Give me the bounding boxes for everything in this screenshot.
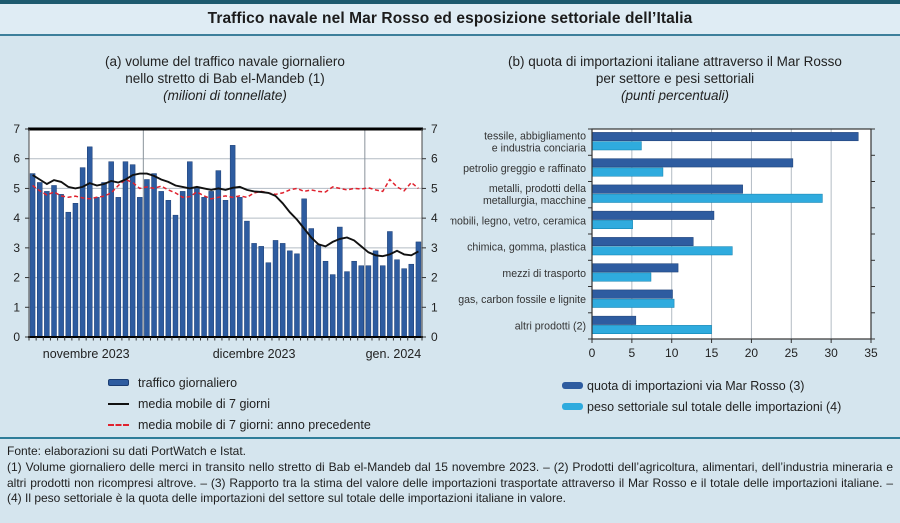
- panel-b-title-line1: (b) quota di importazioni italiane attra…: [508, 54, 842, 69]
- svg-text:gas, carbon fossile e lignite: gas, carbon fossile e lignite: [458, 294, 586, 306]
- legend-label: traffico giornaliero: [138, 375, 238, 390]
- title-divider-rule: [0, 34, 900, 36]
- svg-text:e industria conciaria: e industria conciaria: [492, 143, 586, 155]
- svg-text:6: 6: [13, 152, 20, 166]
- svg-text:altri prodotti (2): altri prodotti (2): [515, 320, 586, 332]
- legend-item-moving-average-prev-year: media mobile di 7 giorni: anno precedent…: [108, 417, 371, 432]
- svg-text:2: 2: [431, 271, 438, 285]
- svg-text:7: 7: [431, 122, 438, 136]
- title-band: [0, 4, 900, 34]
- svg-text:20: 20: [745, 346, 759, 360]
- svg-text:0: 0: [589, 346, 596, 360]
- panel-b-subtitle: (punti percentuali): [620, 88, 730, 103]
- footnote-divider-rule: [0, 437, 900, 439]
- svg-text:30: 30: [824, 346, 838, 360]
- legend-label: media mobile di 7 giorni: anno precedent…: [138, 417, 371, 432]
- svg-text:metallurgia, macchine: metallurgia, macchine: [483, 195, 586, 207]
- svg-text:dicembre 2023: dicembre 2023: [213, 347, 296, 361]
- legend-item-red-sea-share: quota di importazioni via Mar Rosso (3): [562, 378, 841, 393]
- chart-b-legend: quota di importazioni via Mar Rosso (3) …: [562, 378, 841, 420]
- bar-swatch-icon: [108, 379, 129, 386]
- numbered-notes: (1) Volume giornaliero delle merci in tr…: [7, 459, 893, 506]
- svg-text:metalli, prodotti della: metalli, prodotti della: [489, 183, 586, 195]
- svg-text:35: 35: [864, 346, 878, 360]
- svg-text:5: 5: [629, 346, 636, 360]
- svg-text:5: 5: [13, 181, 20, 195]
- svg-text:2: 2: [13, 271, 20, 285]
- svg-text:1: 1: [13, 300, 20, 314]
- svg-text:0: 0: [431, 330, 438, 344]
- svg-text:6: 6: [431, 152, 438, 166]
- svg-text:7: 7: [13, 122, 20, 136]
- legend-label: quota di importazioni via Mar Rosso (3): [587, 378, 805, 393]
- svg-text:4: 4: [431, 211, 438, 225]
- panel-a-title-line2: nello stretto di Bab el-Mandeb (1): [125, 71, 325, 86]
- svg-text:mezzi di trasporto: mezzi di trasporto: [502, 268, 586, 280]
- legend-label: media mobile di 7 giorni: [138, 396, 271, 411]
- svg-text:4: 4: [13, 211, 20, 225]
- svg-text:3: 3: [13, 241, 20, 255]
- panel-a-title: (a) volume del traffico navale giornalie…: [0, 53, 450, 104]
- panel-b-title: (b) quota di importazioni italiane attra…: [450, 53, 900, 104]
- chart-a-legend: traffico giornaliero media mobile di 7 g…: [108, 375, 371, 438]
- svg-text:gen. 2024: gen. 2024: [366, 347, 422, 361]
- svg-text:novembre 2023: novembre 2023: [43, 347, 130, 361]
- svg-text:petrolio greggio e raffinato: petrolio greggio e raffinato: [463, 163, 586, 175]
- dashed-line-swatch-icon: [108, 423, 129, 426]
- legend-item-moving-average: media mobile di 7 giorni: [108, 396, 371, 411]
- svg-text:25: 25: [785, 346, 799, 360]
- svg-text:3: 3: [431, 241, 438, 255]
- dark-blue-swatch-icon: [562, 382, 583, 389]
- svg-text:tessile, abbigliamento: tessile, abbigliamento: [484, 131, 586, 143]
- svg-text:5: 5: [431, 181, 438, 195]
- legend-label: peso settoriale sul totale delle importa…: [587, 399, 842, 414]
- svg-text:10: 10: [665, 346, 679, 360]
- panel-a-subtitle: (milioni di tonnellate): [163, 88, 287, 103]
- source-note: Fonte: elaborazioni su dati PortWatch e …: [7, 444, 247, 458]
- svg-text:mobili, legno, vetro, ceramica: mobili, legno, vetro, ceramica: [450, 215, 586, 227]
- top-border-rule: [0, 0, 900, 4]
- legend-item-daily-traffic: traffico giornaliero: [108, 375, 371, 390]
- daily-traffic-chart: 0 0 1 1 2 2 3 3 4 4 5 5 6 6 7 7 novembre 2023 dicembre 20…: [13, 122, 438, 361]
- svg-text:15: 15: [705, 346, 719, 360]
- legend-item-sector-weight: peso settoriale sul totale delle importa…: [562, 399, 841, 414]
- svg-text:chimica, gomma, plastica: chimica, gomma, plastica: [467, 242, 586, 254]
- panel-b-title-line2: per settore e pesi settoriali: [595, 71, 755, 86]
- figure-title: Traffico navale nel Mar Rosso ed esposiz…: [207, 10, 693, 27]
- svg-text:0: 0: [13, 330, 20, 344]
- solid-line-swatch-icon: [108, 402, 129, 405]
- svg-text:1: 1: [431, 300, 438, 314]
- panel-a-title-line1: (a) volume del traffico navale giornalie…: [105, 54, 345, 69]
- light-blue-swatch-icon: [562, 403, 583, 410]
- footnotes: Fonte: elaborazioni su dati PortWatch e …: [7, 444, 893, 507]
